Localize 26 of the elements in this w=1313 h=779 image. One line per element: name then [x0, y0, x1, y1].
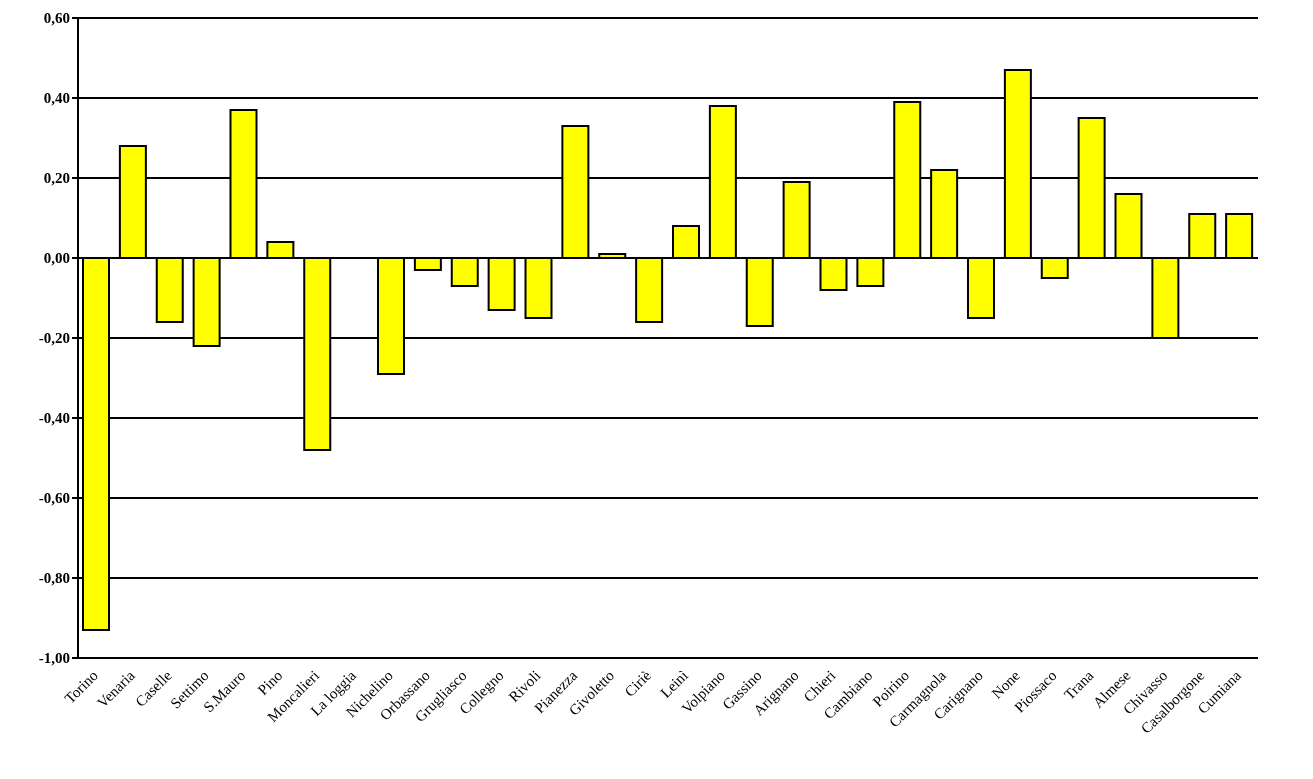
bar [635, 257, 664, 323]
y-tick-label: -0,60 [38, 490, 70, 507]
bar [1188, 213, 1217, 259]
bar [782, 181, 811, 259]
bar [967, 257, 995, 319]
bar [155, 257, 184, 323]
bar [856, 257, 885, 287]
bar [1114, 193, 1143, 259]
y-tick-label: 0,60 [43, 10, 70, 27]
bar [1040, 257, 1069, 279]
bar [266, 241, 295, 259]
y-tick-label: -1,00 [38, 650, 70, 667]
bar [819, 257, 848, 291]
x-tick-label: Ciriè [621, 667, 655, 700]
y-tick-label: 0,20 [43, 170, 70, 187]
bar [672, 225, 700, 259]
y-tick-label: -0,80 [38, 570, 70, 587]
bar [1225, 213, 1254, 259]
bar [450, 257, 479, 287]
y-tick-label: -0,40 [38, 410, 70, 427]
y-tick-label: 0,00 [43, 250, 70, 267]
y-tick-label: 0,40 [43, 90, 70, 107]
bar [745, 257, 774, 327]
y-tick-label: -0,20 [38, 330, 70, 347]
bar [524, 257, 553, 319]
bar [487, 257, 516, 311]
